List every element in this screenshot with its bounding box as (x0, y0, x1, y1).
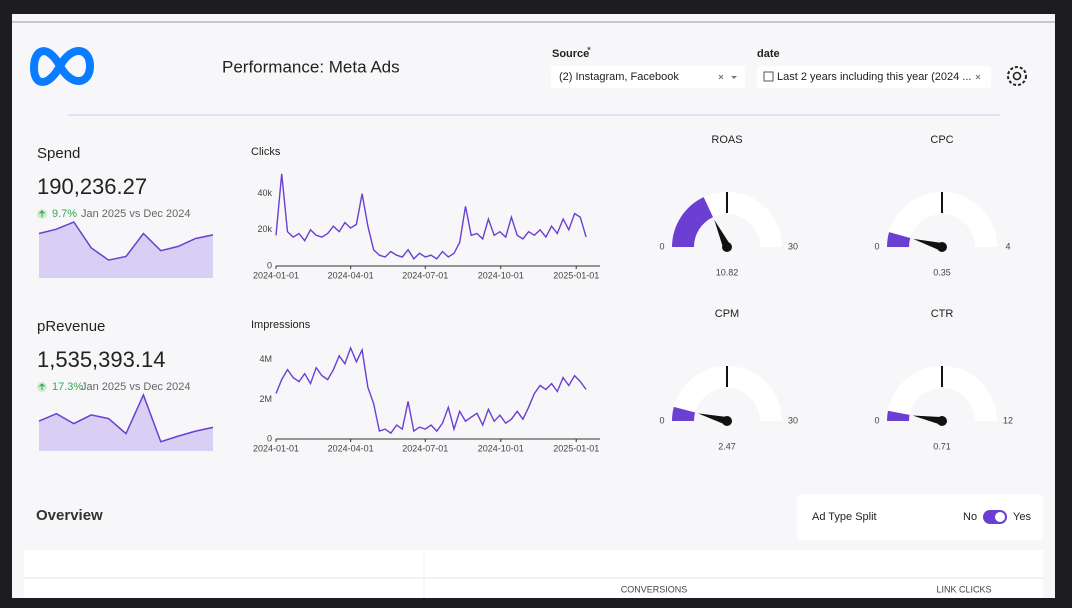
gear-outer[interactable] (1007, 66, 1027, 86)
x-tick-label: 2025-01-01 (553, 270, 599, 280)
gauge-value: 10.82 (716, 267, 739, 277)
gauge-fill (887, 410, 910, 421)
page-title: Performance: Meta Ads (222, 57, 400, 76)
gauge-min: 0 (874, 415, 879, 425)
line-series (275, 173, 587, 260)
chart-title: Impressions (251, 319, 311, 331)
x-tick-label: 2024-10-01 (478, 443, 524, 453)
gauge-value: 2.47 (718, 441, 736, 451)
caret-icon[interactable] (731, 76, 737, 79)
x-tick-label: 2024-01-01 (253, 443, 299, 453)
y-tick-label: 40k (257, 188, 272, 198)
toggle-off: No (963, 511, 977, 523)
kpi-value: 1,535,393.14 (37, 347, 165, 372)
chart-title: Clicks (251, 146, 281, 158)
overview-title: Overview (36, 507, 103, 524)
up-arrow (39, 383, 45, 390)
kpi-period: Jan 2025 vs Dec 2024 (81, 208, 190, 220)
gauge-fill (672, 406, 696, 421)
line-series (275, 345, 587, 435)
gauge-min: 0 (874, 241, 879, 251)
gauge-needle (912, 415, 943, 425)
gauge-max: 30 (788, 241, 798, 251)
needle-hub (937, 242, 947, 252)
kpi-change: 17.3% (52, 381, 83, 393)
bottom-frame (0, 598, 1072, 608)
x-tick-label: 2024-04-01 (328, 443, 374, 453)
x-tick-label: 2024-07-01 (402, 270, 448, 280)
x-tick-label: 2024-01-01 (253, 270, 299, 280)
gauge-value: 0.71 (933, 441, 951, 451)
toggle-label: Ad Type Split (812, 511, 877, 523)
toggle-on: Yes (1013, 511, 1031, 523)
column-header: CONVERSIONS (621, 584, 688, 594)
y-tick-label: 2M (259, 394, 272, 404)
column-header: LINK CLICKS (936, 584, 991, 594)
required-mark: * (587, 46, 591, 57)
date-label: date (757, 48, 780, 60)
source-label: Source (552, 48, 589, 60)
gauge-title: CTR (931, 308, 954, 320)
gauge-max: 4 (1005, 241, 1010, 251)
gauge-min: 0 (659, 241, 664, 251)
table-card (24, 550, 423, 598)
gauge-track (887, 192, 997, 247)
gauge-title: ROAS (711, 134, 742, 146)
y-tick-label: 4M (259, 354, 272, 364)
sparkline (38, 393, 214, 443)
up-arrow (39, 210, 45, 217)
gauge-track (672, 366, 782, 421)
gauge-title: CPM (715, 308, 739, 320)
gauge-track (887, 366, 997, 421)
gauge-fill (887, 232, 911, 247)
toggle-card (797, 494, 1043, 540)
date-picker[interactable] (757, 66, 991, 88)
y-tick-label: 20k (257, 224, 272, 234)
gauge-min: 0 (659, 415, 664, 425)
kpi-label: pRevenue (37, 318, 105, 335)
gauge-title: CPC (930, 134, 953, 146)
settings-icon[interactable] (1007, 66, 1027, 86)
gauge-max: 12 (1003, 415, 1013, 425)
table-card (425, 550, 1043, 598)
toggle-knob[interactable] (995, 512, 1005, 522)
gauge-value: 0.35 (933, 267, 951, 277)
needle-hub (722, 242, 732, 252)
gauge-needle (913, 238, 944, 251)
needle-hub (937, 416, 947, 426)
x-tick-label: 2025-01-01 (553, 443, 599, 453)
date-value: Last 2 years including this year (2024 .… (777, 71, 971, 83)
meta-logo (29, 47, 95, 86)
kpi-change: 9.7% (52, 208, 77, 220)
kpi-label: Spend (37, 145, 80, 162)
kpi-period: Jan 2025 vs Dec 2024 (81, 381, 190, 393)
kpi-value: 190,236.27 (37, 174, 147, 199)
y-tick-label: 0 (267, 260, 272, 270)
source-value: (2) Instagram, Facebook (559, 71, 679, 83)
x-tick-label: 2024-10-01 (478, 270, 524, 280)
needle-hub (722, 416, 732, 426)
sparkline (38, 221, 214, 261)
y-tick-label: 0 (267, 433, 272, 443)
x-tick-label: 2024-04-01 (328, 270, 374, 280)
source-dropdown[interactable] (551, 66, 745, 88)
calendar-icon (763, 71, 774, 82)
gauge-needle (697, 413, 729, 425)
clear-icon[interactable] (975, 74, 981, 80)
clear-icon[interactable] (718, 74, 724, 80)
gauge-max: 30 (788, 415, 798, 425)
gear-inner[interactable] (1012, 71, 1022, 81)
gauge-needle (714, 219, 731, 249)
sparkline-area (39, 395, 213, 451)
x-tick-label: 2024-07-01 (402, 443, 448, 453)
gauge-fill (672, 197, 714, 247)
